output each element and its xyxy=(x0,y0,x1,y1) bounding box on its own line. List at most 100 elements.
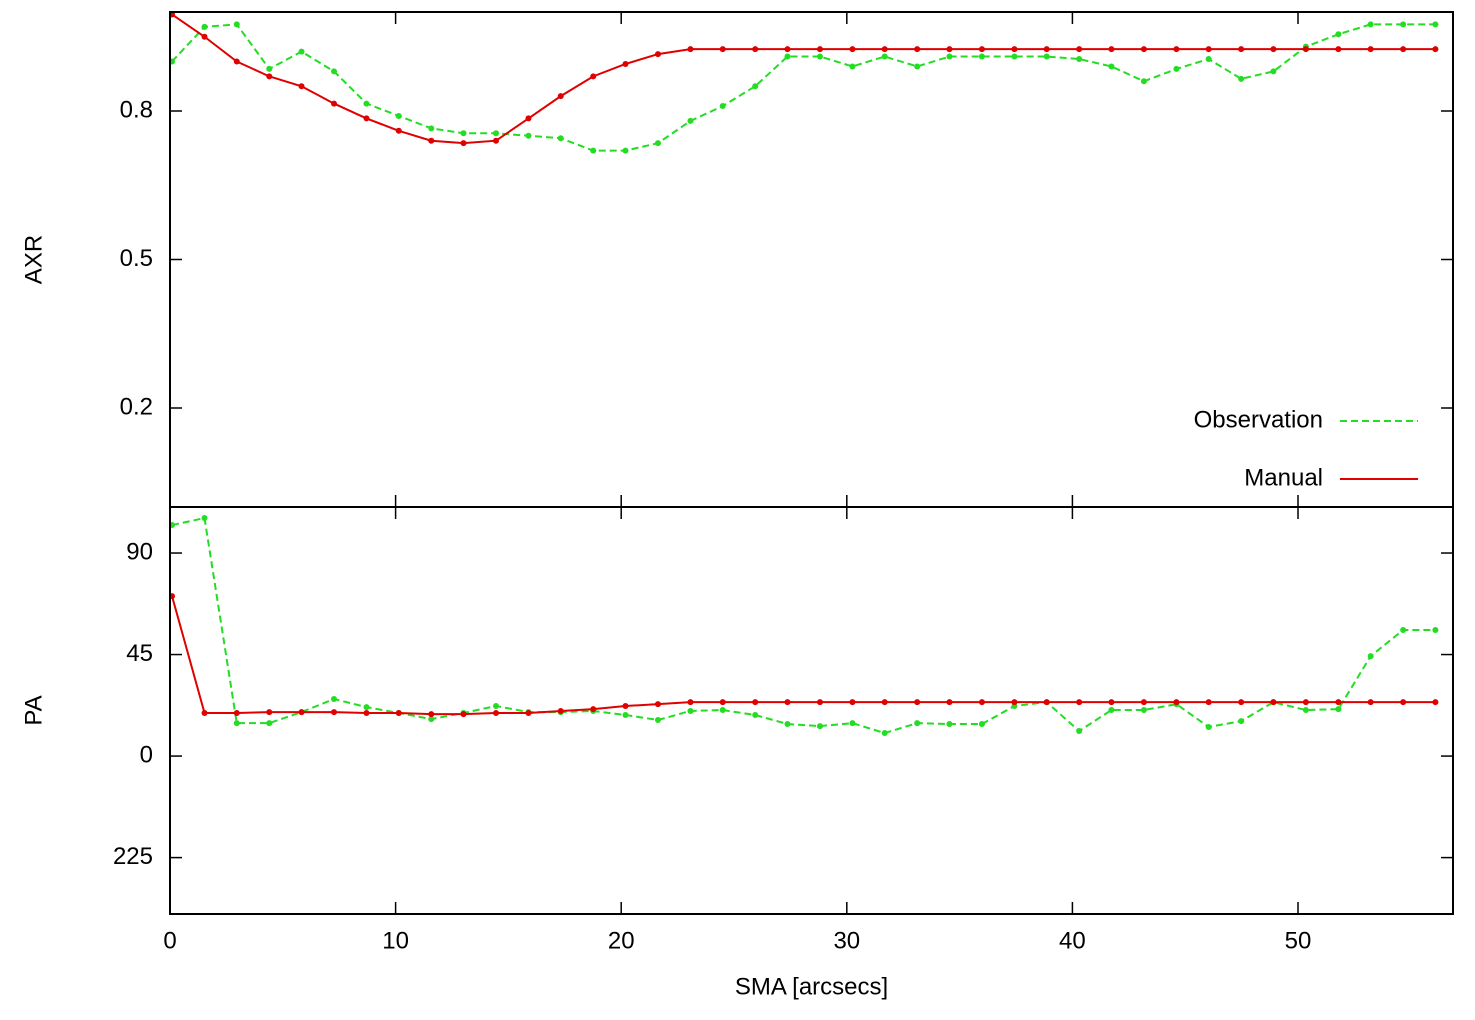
data-point xyxy=(1270,46,1277,53)
data-point xyxy=(1270,699,1277,706)
data-point xyxy=(752,46,759,53)
data-point xyxy=(1011,53,1018,60)
data-point xyxy=(752,699,759,706)
data-point xyxy=(1043,699,1050,706)
y-tick-label: 45 xyxy=(126,640,153,667)
data-point xyxy=(266,73,273,80)
data-point xyxy=(849,63,856,70)
data-point xyxy=(1173,46,1180,53)
data-point xyxy=(914,63,921,70)
data-point xyxy=(1400,626,1407,633)
data-point xyxy=(1400,46,1407,53)
series-line xyxy=(171,13,1436,145)
data-point xyxy=(492,130,499,137)
data-point xyxy=(1432,626,1439,633)
data-point xyxy=(881,53,888,60)
x-tick-label: 10 xyxy=(382,927,409,954)
data-point xyxy=(849,720,856,727)
data-point xyxy=(1238,699,1245,706)
data-point xyxy=(816,46,823,53)
data-point xyxy=(978,46,985,53)
data-point xyxy=(590,706,597,713)
data-point xyxy=(784,721,791,728)
data-point xyxy=(1205,723,1212,730)
legend-label: Observation xyxy=(1194,406,1323,433)
data-point xyxy=(233,58,240,65)
data-point xyxy=(719,46,726,53)
data-point xyxy=(428,137,435,144)
data-point xyxy=(881,730,888,737)
x-tick-label: 20 xyxy=(608,927,635,954)
data-point xyxy=(622,147,629,154)
data-point xyxy=(687,699,694,706)
data-point xyxy=(1367,653,1374,660)
data-point xyxy=(784,699,791,706)
data-point xyxy=(784,46,791,53)
data-point xyxy=(428,716,435,723)
data-point xyxy=(946,46,953,53)
data-point xyxy=(492,702,499,709)
data-point xyxy=(1400,21,1407,28)
data-point xyxy=(201,515,208,522)
data-point xyxy=(622,702,629,709)
data-point xyxy=(1108,699,1115,706)
data-point xyxy=(331,68,338,75)
data-point xyxy=(1108,46,1115,53)
data-point xyxy=(719,103,726,110)
data-point xyxy=(1335,46,1342,53)
data-point xyxy=(331,100,338,107)
data-point xyxy=(460,711,467,718)
data-point xyxy=(395,127,402,134)
data-point xyxy=(363,100,370,107)
data-point xyxy=(525,115,532,122)
data-point xyxy=(1432,699,1439,706)
data-point xyxy=(492,137,499,144)
data-point xyxy=(298,83,305,90)
data-point xyxy=(1432,21,1439,28)
data-point xyxy=(719,699,726,706)
data-point xyxy=(1205,699,1212,706)
data-point xyxy=(298,48,305,55)
data-point xyxy=(654,716,661,723)
data-point xyxy=(849,46,856,53)
data-point xyxy=(1076,56,1083,63)
y-tick-label: 0.8 xyxy=(120,96,153,123)
data-point xyxy=(1432,46,1439,53)
data-point xyxy=(1238,718,1245,725)
x-tick-label: 30 xyxy=(833,927,860,954)
data-point xyxy=(1367,21,1374,28)
data-point xyxy=(492,709,499,716)
data-point xyxy=(1302,699,1309,706)
data-point xyxy=(1108,707,1115,714)
data-point xyxy=(363,115,370,122)
data-point xyxy=(363,709,370,716)
data-point xyxy=(557,93,564,100)
data-point xyxy=(1173,699,1180,706)
data-point xyxy=(1011,46,1018,53)
data-point xyxy=(233,709,240,716)
data-point xyxy=(622,60,629,67)
data-point xyxy=(1205,46,1212,53)
series-line xyxy=(171,595,1436,716)
data-point xyxy=(395,112,402,119)
data-point xyxy=(978,53,985,60)
data-point xyxy=(1205,56,1212,63)
data-point xyxy=(816,699,823,706)
data-point xyxy=(752,712,759,719)
data-point xyxy=(1140,699,1147,706)
data-point xyxy=(428,125,435,132)
data-point xyxy=(395,709,402,716)
data-point xyxy=(1335,699,1342,706)
data-point xyxy=(331,695,338,702)
data-point xyxy=(525,709,532,716)
data-point xyxy=(1335,706,1342,713)
data-point xyxy=(201,33,208,40)
data-point xyxy=(654,51,661,58)
data-point xyxy=(1270,68,1277,75)
data-point xyxy=(1140,707,1147,714)
data-point xyxy=(1173,65,1180,72)
data-point xyxy=(1043,46,1050,53)
data-point xyxy=(266,65,273,72)
data-point xyxy=(233,21,240,28)
data-point xyxy=(460,140,467,147)
